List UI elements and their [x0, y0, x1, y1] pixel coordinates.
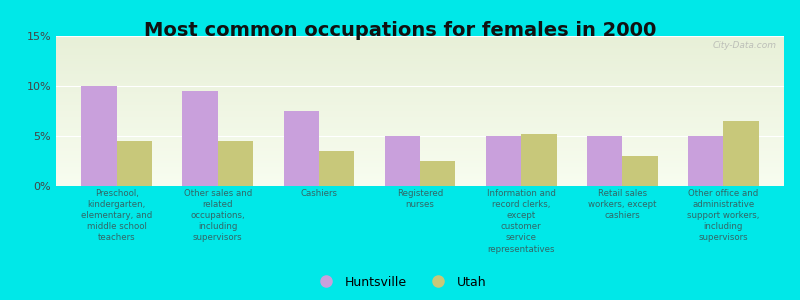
- Bar: [688, 136, 723, 186]
- Bar: [117, 141, 152, 186]
- Bar: [82, 86, 117, 186]
- Bar: [182, 91, 218, 186]
- Text: Other office and
administrative
support workers,
including
supervisors: Other office and administrative support …: [687, 189, 759, 242]
- Bar: [622, 156, 658, 186]
- Bar: [521, 134, 557, 186]
- Text: Cashiers: Cashiers: [300, 189, 338, 198]
- Legend: Huntsville, Utah: Huntsville, Utah: [309, 271, 491, 294]
- Text: Information and
record clerks,
except
customer
service
representatives: Information and record clerks, except cu…: [486, 189, 555, 254]
- Text: Registered
nurses: Registered nurses: [397, 189, 443, 209]
- Text: Other sales and
related
occupations,
including
supervisors: Other sales and related occupations, inc…: [184, 189, 252, 242]
- Text: Most common occupations for females in 2000: Most common occupations for females in 2…: [144, 21, 656, 40]
- Text: City-Data.com: City-Data.com: [713, 40, 777, 50]
- Text: Retail sales
workers, except
cashiers: Retail sales workers, except cashiers: [588, 189, 657, 220]
- Bar: [319, 151, 354, 186]
- Bar: [283, 111, 319, 186]
- Bar: [486, 136, 521, 186]
- Bar: [420, 161, 455, 186]
- Text: Preschool,
kindergarten,
elementary, and
middle school
teachers: Preschool, kindergarten, elementary, and…: [81, 189, 152, 242]
- Bar: [723, 121, 758, 186]
- Bar: [218, 141, 253, 186]
- Bar: [385, 136, 420, 186]
- Bar: [587, 136, 622, 186]
